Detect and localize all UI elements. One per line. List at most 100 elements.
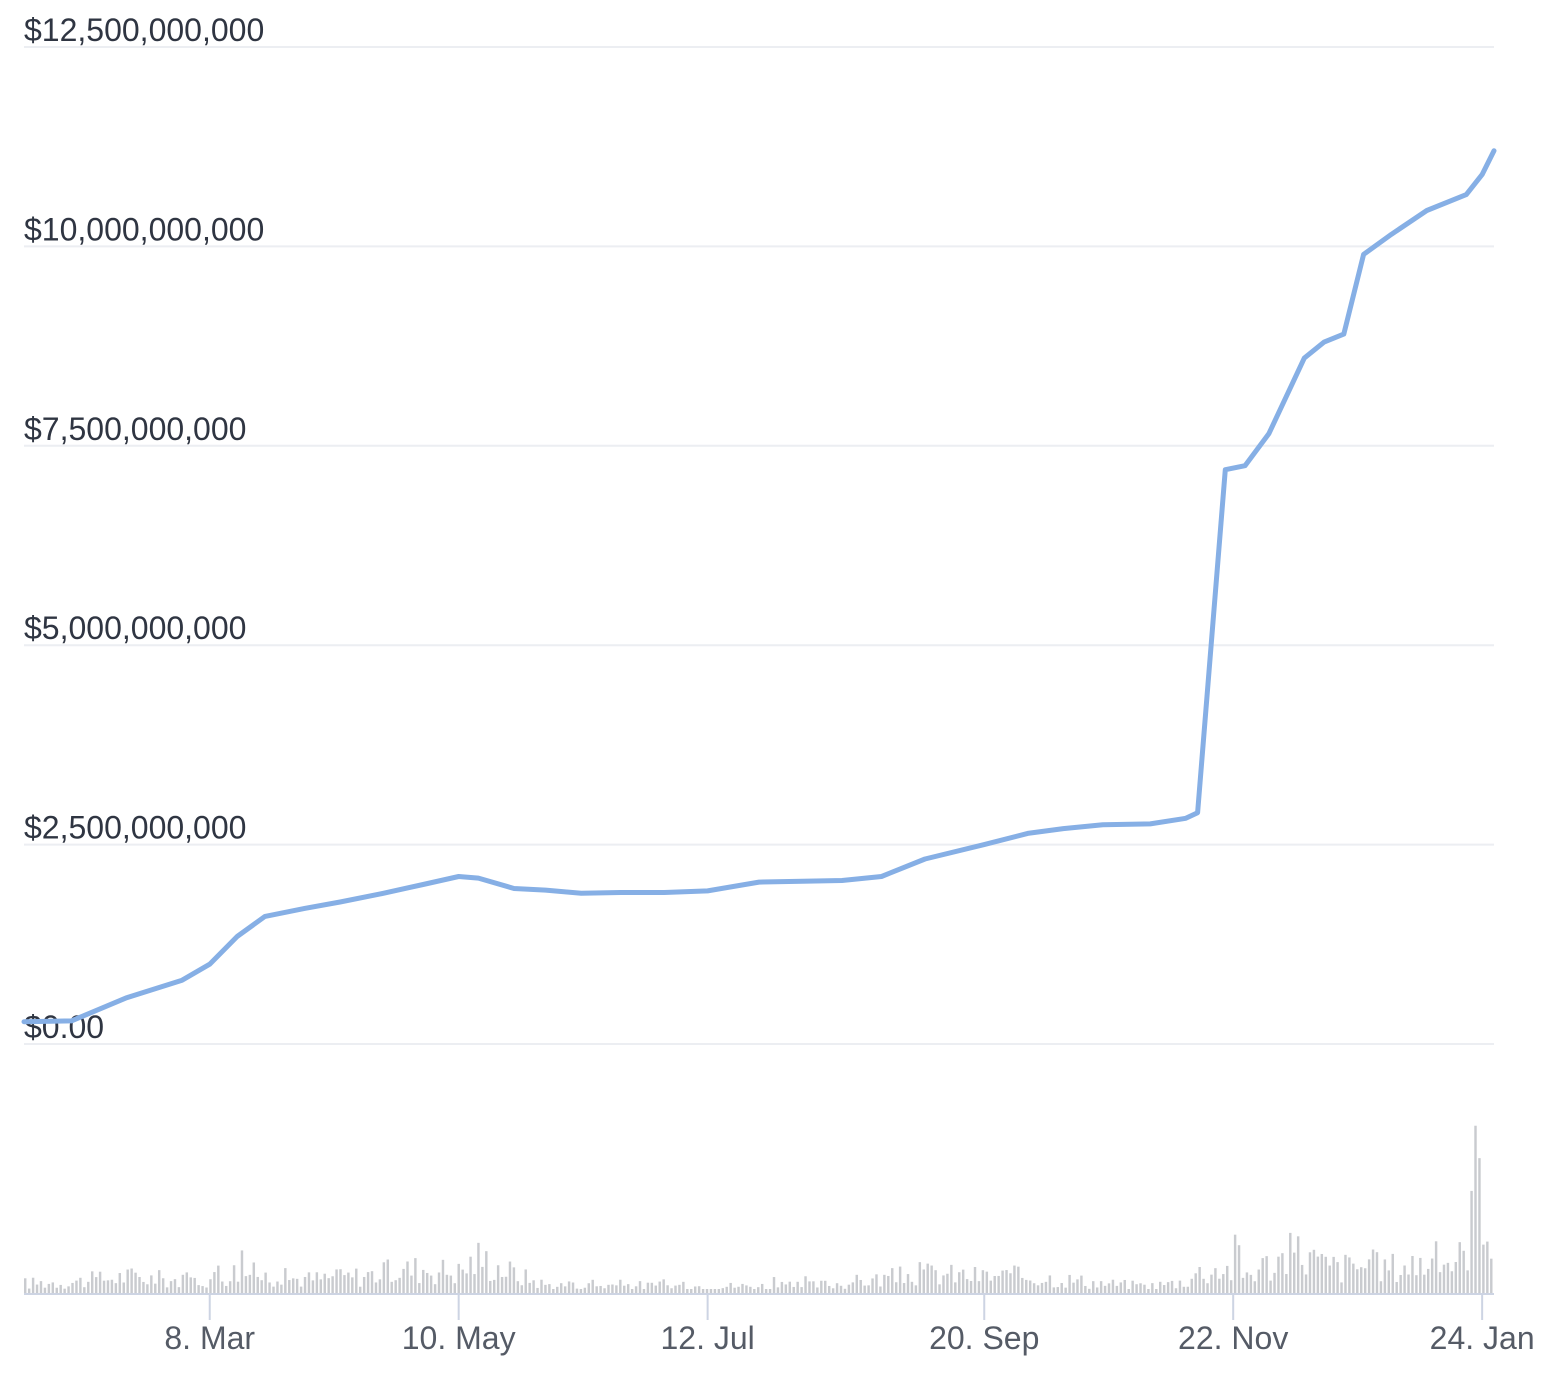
volume-bar xyxy=(757,1287,760,1293)
volume-bar xyxy=(449,1275,453,1293)
volume-bar xyxy=(847,1284,851,1293)
volume-bar xyxy=(303,1276,307,1293)
volume-bar xyxy=(335,1269,338,1293)
volume-bar xyxy=(496,1265,500,1293)
volume-bar xyxy=(839,1285,843,1293)
volume-bar xyxy=(142,1281,145,1293)
volume-bar xyxy=(1450,1271,1454,1293)
volume-bar xyxy=(705,1289,709,1293)
volume-bar xyxy=(1427,1268,1430,1293)
volume-bar xyxy=(729,1282,732,1293)
volume-bar xyxy=(1293,1252,1296,1293)
volume-bar xyxy=(27,1288,31,1293)
volume-bar xyxy=(843,1288,847,1293)
volume-bar xyxy=(276,1281,279,1293)
volume-bar xyxy=(824,1280,827,1293)
volume-bar xyxy=(910,1281,914,1293)
volume-bar xyxy=(1060,1283,1063,1293)
volume-bar xyxy=(690,1289,693,1293)
volume-bar xyxy=(713,1289,717,1293)
volume-bar xyxy=(205,1287,208,1293)
volume-bar xyxy=(800,1287,803,1293)
x-axis: 8. Mar 10. May 12. Jul 20. Sep 22. Nov 24. Ja… xyxy=(164,1294,1535,1356)
volume-bar xyxy=(1332,1256,1335,1293)
volume-bar xyxy=(626,1284,630,1293)
volume-bar xyxy=(31,1277,35,1293)
volume-bar xyxy=(260,1280,263,1293)
volume-bar xyxy=(646,1282,650,1293)
volume-bar xyxy=(351,1277,354,1293)
volume-bar xyxy=(106,1280,110,1293)
volume-bar xyxy=(1040,1282,1044,1293)
volume-bar xyxy=(500,1276,504,1293)
volume-bar xyxy=(1178,1280,1182,1293)
volume-bar xyxy=(197,1285,200,1293)
volume-bar xyxy=(1202,1278,1205,1293)
volume-bar xyxy=(445,1274,449,1293)
volume-bar xyxy=(1139,1283,1142,1293)
volume-bar xyxy=(725,1286,728,1293)
volume-bar xyxy=(347,1272,350,1293)
volume-bar xyxy=(804,1276,807,1293)
volume-bar xyxy=(43,1287,47,1293)
volume-bar xyxy=(682,1281,685,1293)
volume-bar xyxy=(1411,1256,1414,1293)
volume-bar xyxy=(422,1269,425,1293)
volume-bar xyxy=(1344,1254,1347,1293)
volume-bar xyxy=(997,1275,1000,1293)
volume-bar xyxy=(1135,1284,1138,1293)
volume-bar xyxy=(331,1276,334,1293)
volume-bar xyxy=(213,1272,216,1293)
volume-bar xyxy=(473,1274,476,1293)
volume-bar xyxy=(1300,1264,1304,1293)
volume-bar xyxy=(1316,1256,1320,1293)
volume-bar xyxy=(1478,1158,1481,1293)
volume-bar xyxy=(1269,1280,1272,1293)
volume-bar xyxy=(583,1287,587,1293)
volume-bar xyxy=(327,1278,330,1293)
volume-bar xyxy=(650,1282,654,1293)
volume-bar xyxy=(1210,1274,1213,1293)
volume-bar xyxy=(1021,1277,1024,1293)
volume-bar xyxy=(520,1285,524,1293)
volume-bar xyxy=(1166,1282,1170,1293)
volume-bar xyxy=(1430,1258,1434,1293)
volume-bar xyxy=(1119,1282,1123,1293)
x-tick-label: 22. Nov xyxy=(1178,1320,1288,1356)
volume-bar xyxy=(130,1268,133,1293)
volume-bar xyxy=(875,1274,878,1293)
volume-bar xyxy=(1028,1280,1032,1293)
volume-bar xyxy=(378,1279,382,1293)
volume-bar xyxy=(666,1285,669,1293)
volume-bar xyxy=(272,1286,275,1293)
volume-bar xyxy=(772,1277,776,1293)
volume-bar xyxy=(516,1281,520,1293)
volume-bar xyxy=(709,1289,713,1293)
volume-bar xyxy=(961,1269,965,1293)
volume-bar xyxy=(867,1285,870,1293)
y-tick-label: $7,500,000,000 xyxy=(24,411,246,447)
volume-bar xyxy=(402,1268,405,1293)
volume-bar xyxy=(776,1287,780,1293)
volume-bar xyxy=(98,1271,102,1293)
volume-bar xyxy=(83,1287,86,1293)
volume-bar xyxy=(154,1283,157,1293)
volume-bar xyxy=(938,1284,941,1293)
volume-bar xyxy=(1143,1284,1146,1293)
volume-bar xyxy=(591,1279,594,1293)
volume-bar xyxy=(339,1269,342,1293)
volume-bar xyxy=(1356,1269,1359,1293)
volume-bar xyxy=(157,1270,161,1293)
volume-bar xyxy=(950,1264,953,1293)
volume-bar xyxy=(670,1288,673,1293)
volume-bar xyxy=(1395,1282,1398,1293)
volume-bar xyxy=(1490,1258,1493,1293)
volume-bar xyxy=(429,1275,433,1293)
volume-bar xyxy=(1462,1250,1465,1293)
volume-bar xyxy=(457,1263,460,1293)
volume-bar xyxy=(1107,1283,1111,1293)
volume-bar xyxy=(524,1269,527,1293)
volume-bar xyxy=(1233,1234,1237,1293)
volume-bar xyxy=(343,1275,346,1293)
volume-bar xyxy=(835,1283,839,1293)
